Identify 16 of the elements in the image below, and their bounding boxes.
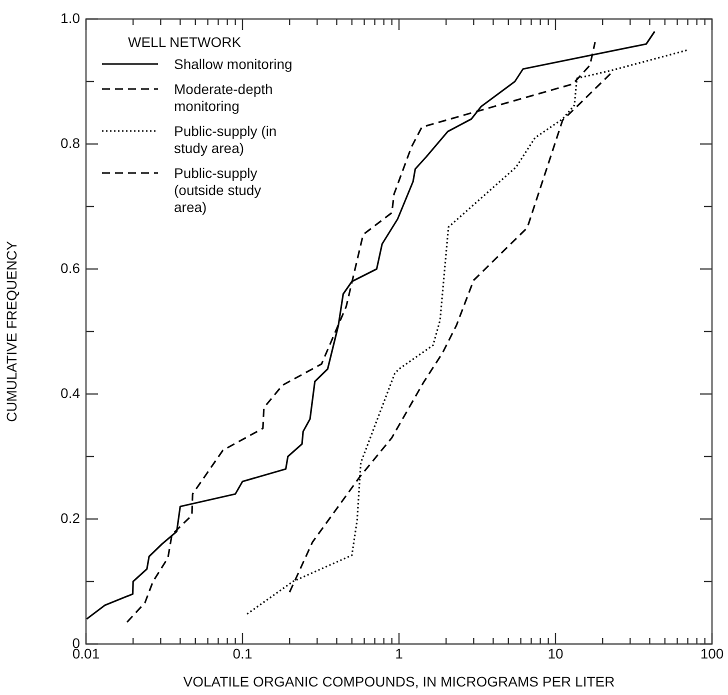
legend-label: Public-supply (in study area) [174, 123, 278, 157]
x-tick-label: 1 [395, 645, 404, 662]
x-axis-title: VOLATILE ORGANIC COMPOUNDS, IN MICROGRAMS PER LITER [183, 673, 615, 690]
x-tick-label: 100 [700, 645, 724, 662]
y-tick-label: 0.8 [60, 134, 80, 151]
legend-label: Shallow monitoring [174, 56, 294, 73]
legend-label: Public-supply (outside study area) [174, 165, 262, 216]
legend-label: Moderate-depth monitoring [174, 81, 274, 115]
y-axis-title: CUMULATIVE FREQUENCY [3, 240, 20, 422]
x-tick-label: 0.1 [232, 645, 252, 662]
y-tick-label: 1.0 [60, 10, 80, 26]
y-tick-label: 0.4 [60, 384, 80, 401]
y-tick-label: 0.2 [60, 510, 80, 526]
legend-title: WELL NETWORK [128, 34, 242, 50]
x-tick-label: 10 [548, 645, 564, 662]
y-tick-label: 0.6 [60, 260, 80, 276]
